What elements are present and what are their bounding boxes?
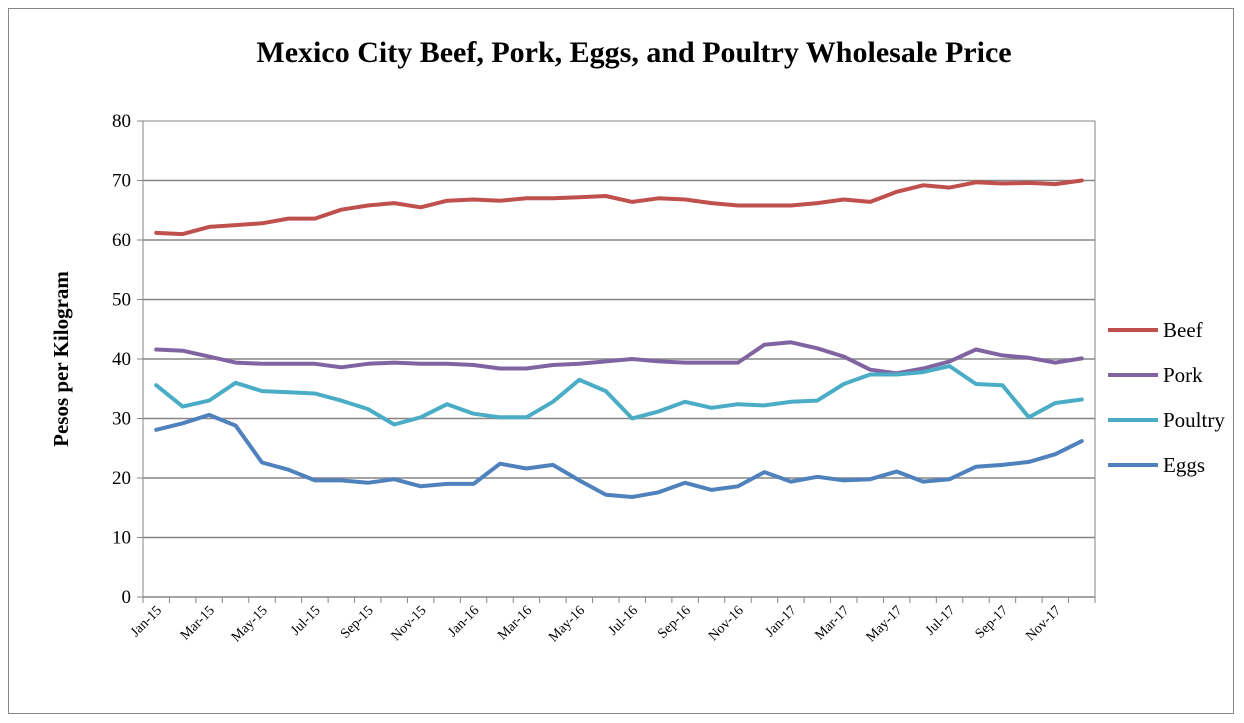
y-tick-label: 20 xyxy=(112,468,131,489)
x-tick-label: Sep-16 xyxy=(655,603,694,642)
x-tick-label: May-15 xyxy=(229,603,271,645)
x-tick-label: Jul-15 xyxy=(288,603,323,638)
x-tick-label: Mar-16 xyxy=(495,603,535,643)
x-tick-label: Mar-15 xyxy=(178,603,218,643)
y-tick-label: 60 xyxy=(112,230,131,251)
legend-label-poultry: Poultry xyxy=(1163,408,1225,432)
x-tick-label: Jan-15 xyxy=(128,603,165,640)
x-tick-label: Nov-15 xyxy=(389,603,430,644)
legend-label-pork: Pork xyxy=(1163,363,1203,387)
y-tick-label: 80 xyxy=(112,111,131,132)
x-tick-label: May-16 xyxy=(546,603,588,645)
y-tick-label: 10 xyxy=(112,528,131,549)
x-tick-label: Sep-15 xyxy=(338,603,377,642)
series-line-eggs xyxy=(154,412,1084,499)
x-tick-label: Nov-16 xyxy=(706,603,747,644)
x-tick-label: Sep-17 xyxy=(973,603,1012,642)
y-tick-label: 30 xyxy=(112,409,131,430)
x-tick-label: Jan-16 xyxy=(445,603,482,640)
series-line-poultry xyxy=(154,364,1084,427)
series-line-pork xyxy=(154,340,1084,376)
legend-label-eggs: Eggs xyxy=(1163,453,1205,477)
y-tick-label: 40 xyxy=(112,349,131,370)
x-tick-label: Jan-17 xyxy=(763,603,800,640)
y-tick-label: 0 xyxy=(122,587,132,608)
x-tick-label: Nov-17 xyxy=(1023,603,1064,644)
series-line-beef xyxy=(154,178,1084,237)
x-tick-label: Jul-17 xyxy=(923,603,958,638)
x-tick-label: Jul-16 xyxy=(606,603,641,638)
y-tick-label: 50 xyxy=(112,290,131,311)
chart-title: Mexico City Beef, Pork, Eggs, and Poultr… xyxy=(256,36,1012,69)
y-tick-label: 70 xyxy=(112,171,131,192)
legend-label-beef: Beef xyxy=(1163,318,1203,342)
y-axis-label: Pesos per Kilogram xyxy=(49,271,73,447)
x-tick-label: Mar-17 xyxy=(813,603,853,643)
x-tick-label: May-17 xyxy=(864,603,906,645)
